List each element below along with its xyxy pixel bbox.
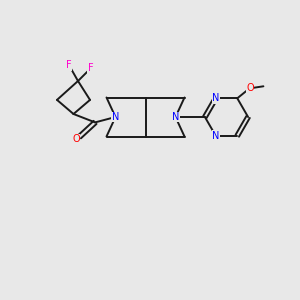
Text: N: N	[112, 112, 119, 122]
Text: N: N	[212, 93, 219, 103]
Text: F: F	[88, 63, 93, 74]
Text: O: O	[246, 83, 254, 93]
Text: N: N	[172, 112, 179, 122]
Text: O: O	[72, 134, 80, 144]
Text: N: N	[212, 131, 219, 141]
Text: F: F	[66, 60, 72, 70]
